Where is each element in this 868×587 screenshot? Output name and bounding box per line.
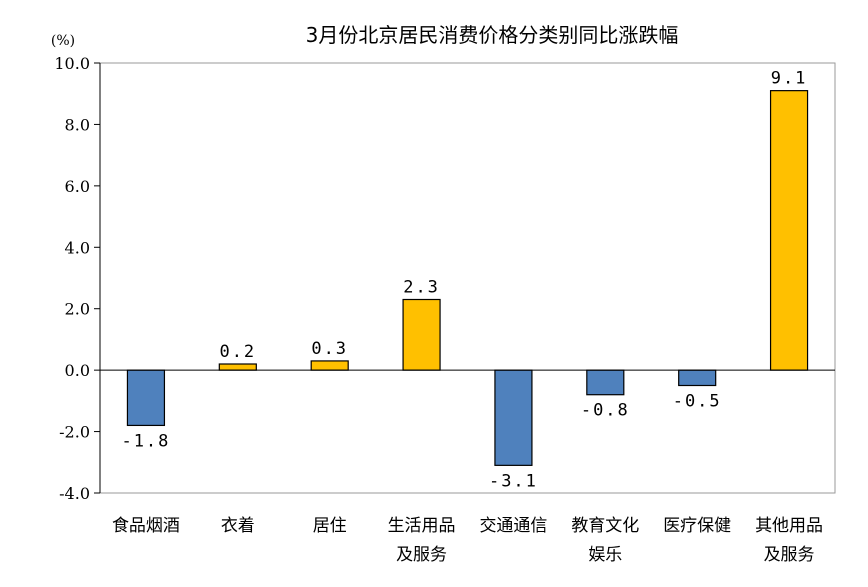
y-tick-label: 8.0 — [65, 115, 90, 134]
data-label: 0.2 — [219, 342, 256, 362]
category-label: 及服务 — [396, 545, 447, 565]
bar — [126, 369, 166, 427]
y-tick-label: 0.0 — [65, 361, 90, 380]
y-tick-label: 4.0 — [65, 238, 90, 257]
data-label: 2.3 — [403, 278, 440, 298]
y-tick-label: 10.0 — [54, 54, 90, 73]
category-label: 及服务 — [764, 545, 815, 565]
bar — [310, 360, 349, 371]
y-axis: 10.0 8.0 6.0 4.0 2.0 0.0 -2.0 -4.0 — [54, 54, 101, 503]
data-label: -0.5 — [673, 392, 722, 412]
data-labels: -1.8 0.2 0.3 2.3 -3.1 -0.8 -0.5 9.1 — [121, 69, 808, 492]
bar — [494, 369, 533, 466]
y-tick-label: -4.0 — [59, 484, 90, 503]
category-label: 教育文化 — [571, 516, 639, 536]
category-label: 衣着 — [221, 516, 255, 536]
category-label: 交通通信 — [479, 516, 547, 536]
data-label: -0.8 — [581, 401, 630, 421]
bars — [126, 90, 809, 466]
category-label: 生活用品 — [388, 516, 456, 536]
y-tick-label: 2.0 — [65, 300, 90, 319]
category-label: 医疗保健 — [663, 516, 731, 536]
plot-area-frame — [99, 62, 836, 494]
bar — [769, 90, 809, 371]
data-label: -1.8 — [121, 431, 170, 451]
data-label: 0.3 — [311, 339, 348, 359]
data-label: 9.1 — [771, 69, 808, 89]
category-label: 居住 — [313, 516, 347, 536]
bar — [678, 369, 717, 387]
category-label: 娱乐 — [588, 545, 622, 565]
bar — [586, 369, 625, 396]
data-label: -3.1 — [489, 471, 538, 491]
y-axis-unit-label: (%) — [51, 33, 75, 49]
y-tick-label: 6.0 — [65, 177, 90, 196]
y-tick-label: -2.0 — [59, 423, 90, 442]
chart-title: 3月份北京居民消费价格分类别同比涨跌幅 — [306, 23, 679, 47]
category-label: 食品烟酒 — [112, 516, 180, 536]
category-label: 其他用品 — [755, 516, 823, 536]
bar — [218, 363, 257, 371]
bar — [402, 298, 441, 371]
